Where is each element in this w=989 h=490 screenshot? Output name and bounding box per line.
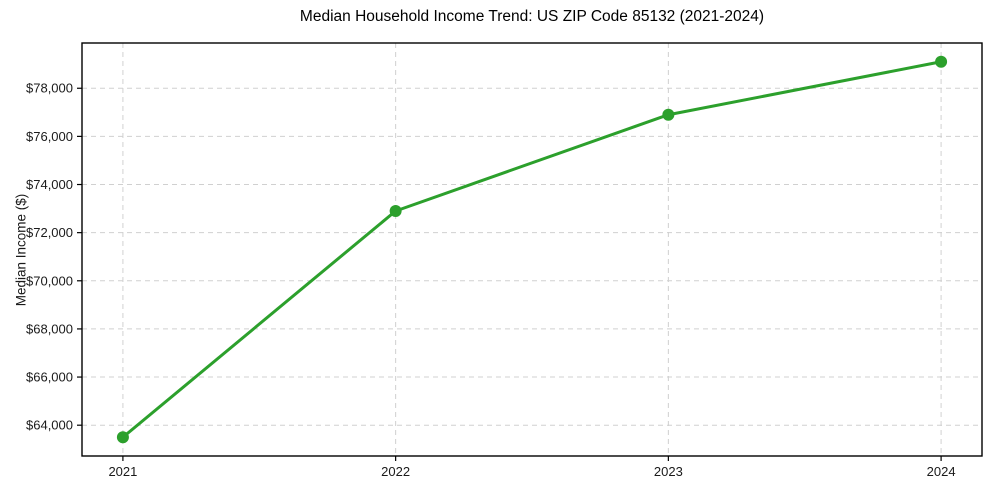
x-tick-label: 2023: [654, 464, 683, 479]
data-point-2024: [935, 55, 948, 68]
plot-border: [81, 42, 983, 457]
data-point-2022: [389, 204, 402, 217]
y-tick-label: $78,000: [26, 81, 73, 96]
y-tick-label: $72,000: [26, 225, 73, 240]
y-tick-label: $64,000: [26, 418, 73, 433]
x-tick-label: 2021: [108, 464, 137, 479]
trend-line: [121, 60, 943, 439]
y-tick-label: $74,000: [26, 177, 73, 192]
data-point-2023: [662, 108, 675, 121]
x-tick-label: 2024: [927, 464, 956, 479]
data-point-2021: [116, 431, 129, 444]
y-tick-label: $66,000: [26, 370, 73, 385]
x-tick-label: 2022: [381, 464, 410, 479]
chart-title: Median Household Income Trend: US ZIP Co…: [299, 8, 765, 25]
y-tick-label: $70,000: [26, 273, 73, 288]
y-tick-label: $68,000: [26, 321, 73, 336]
y-tick-label: $76,000: [26, 129, 73, 144]
